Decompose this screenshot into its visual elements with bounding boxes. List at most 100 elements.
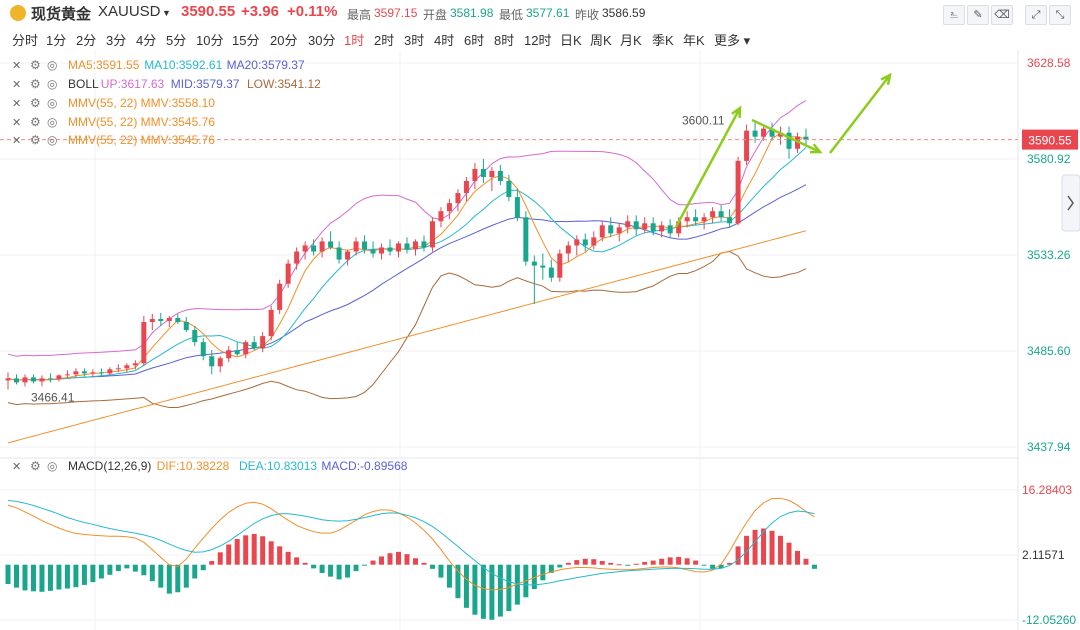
period-tab[interactable]: 30分 — [308, 33, 336, 48]
boll-legend-mid: MID:3579.37 — [171, 77, 240, 91]
symbol-dropdown-icon[interactable]: ▼ — [162, 8, 171, 18]
macd-bar — [650, 560, 656, 565]
candle-body — [667, 225, 673, 234]
macd-bar — [39, 564, 45, 592]
period-tab[interactable]: 4时 — [434, 33, 455, 48]
candle-body — [769, 128, 775, 137]
macd-legend-dea: DEA:10.83013 — [239, 459, 317, 473]
macd-bar — [345, 564, 351, 578]
period-tab[interactable]: 年K — [683, 33, 705, 48]
macd-bar — [608, 562, 614, 565]
trend-arrow-up — [674, 107, 742, 228]
high-label: 最高 — [347, 8, 372, 22]
period-tab[interactable]: 10分 — [196, 33, 224, 48]
macd-bar — [175, 564, 181, 593]
candle-body — [285, 263, 291, 284]
macd-bar — [396, 551, 402, 565]
candle-body — [472, 168, 478, 181]
macd-bar — [718, 564, 724, 569]
candle-body — [158, 318, 164, 321]
macd-bar — [64, 564, 70, 589]
macd-axis-label: -12.05260 — [1022, 613, 1076, 627]
candle-body — [294, 251, 300, 264]
macd-bar — [311, 564, 317, 569]
candle-body — [744, 130, 750, 161]
draw-line-icon[interactable]: ⎁ — [943, 5, 965, 25]
macd-bar — [480, 564, 486, 619]
candle-body — [56, 375, 62, 380]
price-change: +3.96 — [241, 3, 279, 20]
candle-body — [141, 321, 147, 364]
macd-dea-line — [7, 500, 815, 586]
period-tab[interactable]: 分时 — [12, 33, 39, 48]
settings-icon: ⚙ — [30, 115, 41, 129]
macd-bar — [701, 564, 707, 566]
settings-icon: ⚙ — [30, 133, 41, 147]
period-tab[interactable]: 月K — [620, 33, 642, 48]
candle-body — [302, 245, 308, 252]
candle-body — [803, 136, 809, 140]
trend-arrow-up-2-head — [880, 72, 892, 86]
period-tab[interactable]: 更多 ▾ — [714, 33, 751, 48]
macd-bar — [531, 564, 537, 590]
kline-chart[interactable]: 3590.55 3600.11 3466.41 3628.58 3580.92 3533.… — [0, 50, 1080, 630]
period-tab[interactable]: 2时 — [374, 33, 395, 48]
candle-body — [73, 371, 79, 375]
macd-bar — [387, 553, 393, 565]
period-tab[interactable]: 季K — [652, 33, 674, 48]
period-tab[interactable]: 5分 — [166, 33, 187, 48]
candle-body — [387, 247, 393, 252]
period-tab[interactable]: 周K — [590, 33, 612, 48]
macd-bar — [260, 536, 266, 565]
eraser-icon[interactable]: ⌫ — [991, 5, 1013, 25]
candle-body — [761, 128, 767, 137]
period-tab[interactable]: 8时 — [494, 33, 515, 48]
candle-body — [5, 378, 11, 381]
mmv1-legend-value: MMV(55, 22) MMV:3558.10 — [68, 96, 215, 110]
macd-bar — [192, 564, 198, 579]
visibility-icon: ◎ — [47, 77, 57, 91]
collapse-icon[interactable]: ⤡ — [1049, 5, 1071, 25]
period-tab[interactable]: 3时 — [404, 33, 425, 48]
candle-body — [243, 342, 249, 355]
macd-bar — [362, 564, 368, 566]
period-tab[interactable]: 2分 — [76, 33, 97, 48]
candle-body — [30, 377, 36, 382]
candle-body — [64, 374, 70, 376]
macd-bar — [591, 559, 597, 565]
period-tabs: 分时 1分 2分 3分 4分 5分 10分 15分 20分 30分 1时 2时 3时 4时 6时 8时 12时日… — [0, 26, 1080, 50]
period-tab[interactable]: 3分 — [106, 33, 127, 48]
low-annotation: 3466.41 — [31, 391, 75, 405]
period-tab[interactable]: 1时 — [344, 33, 365, 48]
candle-body — [328, 241, 334, 248]
macd-bar — [412, 558, 418, 565]
macd-bar — [294, 557, 300, 565]
candle-body — [175, 317, 181, 322]
trend-arrow-up-2 — [829, 74, 891, 154]
candle-body — [752, 130, 758, 137]
candle-body — [260, 336, 266, 349]
period-tab[interactable]: 6时 — [464, 33, 485, 48]
period-tab[interactable]: 15分 — [232, 33, 260, 48]
period-tab[interactable]: 12时 — [524, 33, 552, 48]
period-tab[interactable]: 日K — [560, 33, 582, 48]
candle-body — [735, 160, 741, 224]
last-price: 3590.55 — [181, 3, 236, 20]
macd-bar — [319, 564, 325, 573]
macd-bar — [251, 533, 257, 565]
open-label: 开盘 — [423, 8, 448, 22]
pen-icon[interactable]: ✎ — [967, 5, 989, 25]
period-tab[interactable]: 4分 — [136, 33, 157, 48]
remove-indicator-icon: ✕ — [12, 60, 21, 72]
visibility-icon: ◎ — [47, 133, 57, 147]
macd-bar — [209, 561, 215, 565]
period-tab[interactable]: 1分 — [46, 33, 67, 48]
candle-body — [514, 197, 520, 218]
expand-icon[interactable]: ⤢ — [1025, 5, 1047, 25]
low-label: 最低 — [499, 8, 524, 22]
macd-bar — [633, 563, 639, 565]
settings-icon: ⚙ — [30, 459, 41, 473]
candle-body — [489, 170, 495, 177]
macd-axis-label: 2.11571 — [1022, 548, 1065, 562]
period-tab[interactable]: 20分 — [270, 33, 298, 48]
